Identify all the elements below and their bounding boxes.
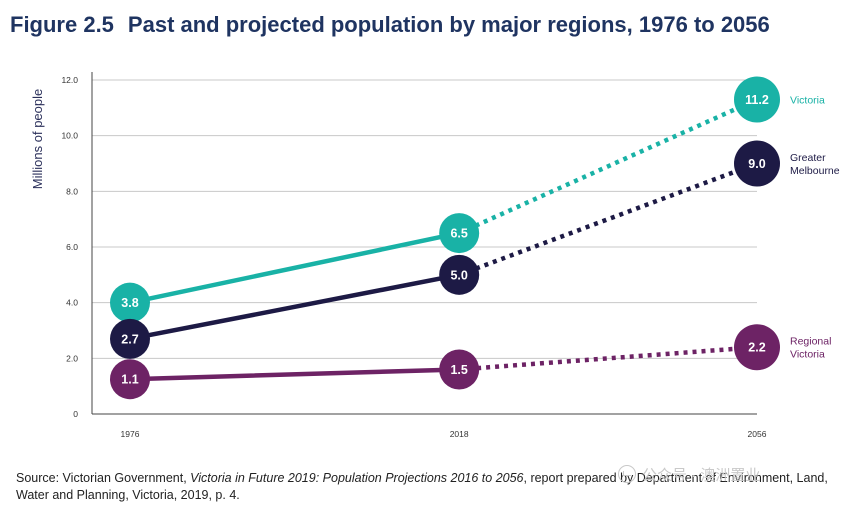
figure-title: Past and projected population by major r…	[127, 12, 770, 37]
data-point	[734, 140, 780, 187]
source-suffix: , report prepared by Department of Envir…	[16, 471, 828, 502]
data-label: 11.2	[745, 93, 769, 107]
data-point	[110, 359, 150, 400]
source-prefix: Source: Victorian Government,	[16, 471, 191, 485]
legend-label: Melbourne	[790, 165, 840, 177]
y-axis-label: Millions of people	[30, 89, 45, 189]
y-tick-label: 4.0	[66, 298, 78, 308]
x-tick-label: 2056	[748, 429, 767, 439]
data-label: 1.5	[450, 363, 467, 377]
data-label: 2.2	[748, 341, 765, 355]
series-line-historical	[127, 230, 462, 305]
series-line-projected	[458, 161, 758, 277]
y-tick-label: 8.0	[66, 186, 78, 196]
legend-label: Regional	[790, 336, 831, 348]
data-label: 5.0	[450, 268, 467, 282]
chart-title: Figure 2.5 Past and projected population …	[10, 12, 770, 38]
data-label: 3.8	[121, 296, 138, 310]
wechat-icon	[618, 465, 636, 483]
x-tick-label: 2018	[450, 429, 469, 439]
legend-label: Greater	[790, 152, 826, 164]
legend-label: Victoria	[790, 94, 825, 106]
series-line-projected	[458, 97, 758, 236]
watermark: 公众号 · 澳洲置业	[618, 464, 760, 485]
data-point	[110, 318, 150, 359]
y-tick-label: 12.0	[61, 75, 78, 85]
data-point	[734, 324, 780, 371]
legend-label: Victoria	[790, 349, 825, 361]
series-line-historical	[127, 367, 462, 382]
data-label: 6.5	[450, 227, 467, 241]
source-note: Source: Victorian Government, Victoria i…	[16, 470, 846, 504]
y-tick-label: 6.0	[66, 242, 78, 252]
data-point	[439, 254, 480, 295]
series-line-historical	[127, 272, 462, 342]
data-point	[439, 349, 480, 390]
y-tick-label: 2.0	[66, 353, 78, 363]
x-tick-label: 1976	[121, 429, 140, 439]
data-label: 9.0	[748, 157, 765, 171]
y-tick-label: 0	[73, 409, 78, 419]
watermark-text: 公众号 · 澳洲置业	[642, 467, 761, 484]
data-label: 1.1	[121, 373, 138, 387]
chart: 0 2.0 4.0 6.0 8.0 10.0 12.0 1976 2018 2056 Million…	[30, 72, 840, 439]
figure-number: Figure 2.5	[10, 12, 114, 37]
y-tick-label: 10.0	[61, 131, 78, 141]
data-point	[734, 76, 780, 123]
data-point	[439, 213, 480, 254]
source-title: Victoria in Future 2019: Population Proj…	[190, 471, 524, 485]
data-label: 2.7	[121, 332, 138, 346]
data-point	[110, 282, 150, 323]
